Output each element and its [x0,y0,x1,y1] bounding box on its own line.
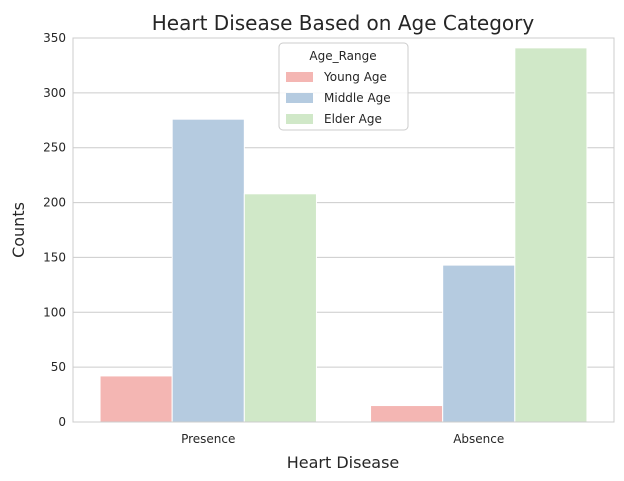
legend-swatch [286,114,313,124]
bars [99,47,588,423]
y-tick-label: 250 [43,141,66,155]
gridlines [73,37,614,423]
bar-middle-age-presence [171,118,245,423]
y-tick-label: 200 [43,196,66,210]
legend-item-label: Young Age [323,70,387,84]
plot-frame [72,37,615,423]
legend-swatch [286,72,313,82]
legend-item-label: Middle Age [324,91,391,105]
x-axis-label: Heart Disease [287,453,400,472]
x-axis-ticks: Presence Absence [181,432,504,446]
x-tick-label: Presence [181,432,235,446]
y-tick-label: 50 [51,360,66,374]
y-tick-label: 150 [43,250,66,264]
bar-young-age-presence [99,375,173,423]
y-tick-label: 300 [43,86,66,100]
bar-elder-age-absence [514,47,588,423]
y-tick-label: 350 [43,31,66,45]
y-tick-label: 100 [43,305,66,319]
legend-item-label: Elder Age [324,112,382,126]
legend-box [278,42,409,131]
y-axis-label: Counts [9,202,28,258]
bar-young-age-absence [370,405,444,423]
chart-title: Heart Disease Based on Age Category [152,11,535,35]
legend-title: Age_Range [309,49,376,63]
y-tick-label: 0 [58,415,66,429]
x-tick-label: Absence [453,432,504,446]
legend: Age_Range Young Age Middle Age Elder Age [278,42,409,131]
bar-middle-age-absence [442,264,516,423]
legend-swatch [286,93,313,103]
y-axis-ticks: 0 50 100 150 200 250 300 350 [43,31,66,429]
bar-elder-age-presence [243,193,317,423]
